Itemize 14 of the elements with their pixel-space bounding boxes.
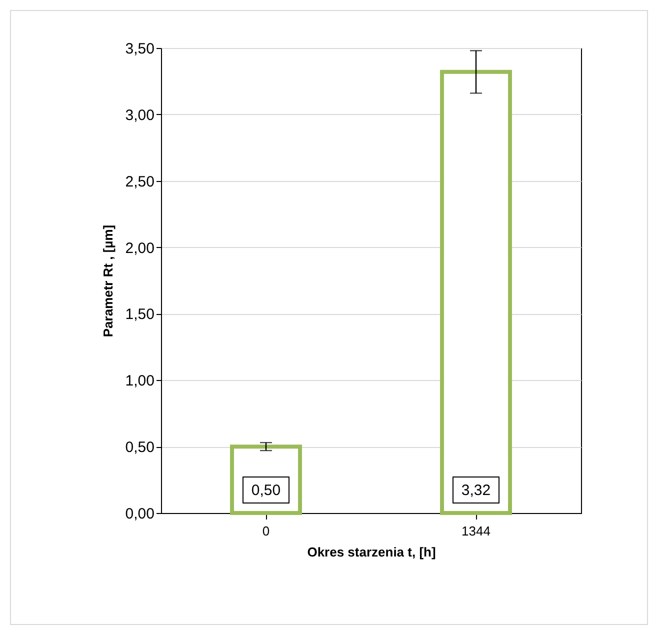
x-tick-label: 0 bbox=[262, 524, 270, 538]
y-axis-title: Parametr Rt , [µm] bbox=[100, 224, 116, 338]
x-axis-title: Okres starzenia t, [h] bbox=[307, 544, 436, 560]
y-tick-label: 1,00 bbox=[125, 372, 154, 390]
y-tick-label: 1,50 bbox=[125, 306, 154, 324]
y-tick-label: 0,50 bbox=[125, 439, 154, 456]
y-tick-label: 3,50 bbox=[125, 40, 154, 58]
data-label: 0,50 bbox=[251, 482, 281, 499]
y-tick-label: 3,00 bbox=[125, 106, 154, 124]
data-label: 3,32 bbox=[461, 482, 491, 499]
y-tick-label: 2,00 bbox=[125, 240, 154, 257]
x-tick-label: 1344 bbox=[462, 524, 490, 538]
y-tick-label: 2,50 bbox=[125, 173, 154, 190]
y-tick-label: 0,00 bbox=[125, 506, 154, 522]
